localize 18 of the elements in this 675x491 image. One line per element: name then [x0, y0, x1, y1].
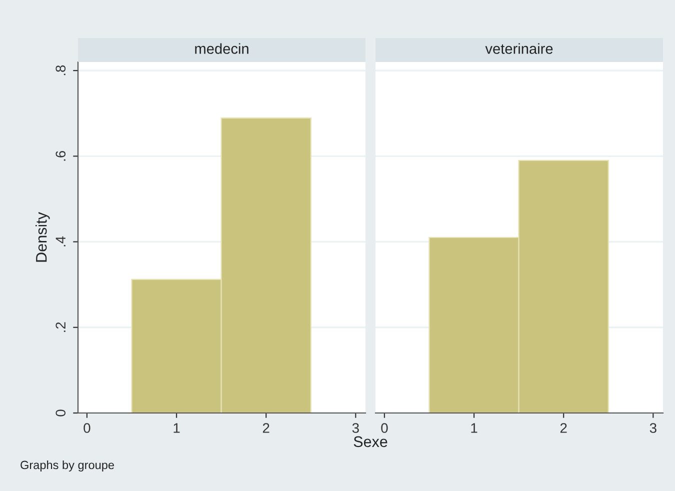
chart-title: medecin	[195, 43, 248, 54]
y-tick-label: .2	[56, 322, 66, 332]
y-tick-label: .6	[56, 150, 66, 161]
x-tick-label: 2	[560, 423, 567, 433]
y-tick-label: .4	[56, 236, 66, 246]
x-tick-label: 1	[174, 423, 180, 433]
x-tick-label: 0	[381, 423, 388, 433]
x-axis-title: Sexe	[354, 436, 388, 448]
y-axis-title: Density	[36, 212, 50, 262]
y-tick-label: .8	[56, 65, 66, 76]
x-tick-label: 1	[471, 423, 478, 433]
x-tick-label: 3	[352, 423, 359, 433]
x-tick-label: 3	[650, 423, 656, 433]
chart-title: veterinaire	[485, 43, 553, 54]
x-tick-label: 2	[262, 423, 270, 433]
x-tick-label: 0	[84, 423, 90, 433]
text: Graphs by groupe	[20, 460, 114, 472]
y-tick-label: 0	[56, 410, 66, 416]
